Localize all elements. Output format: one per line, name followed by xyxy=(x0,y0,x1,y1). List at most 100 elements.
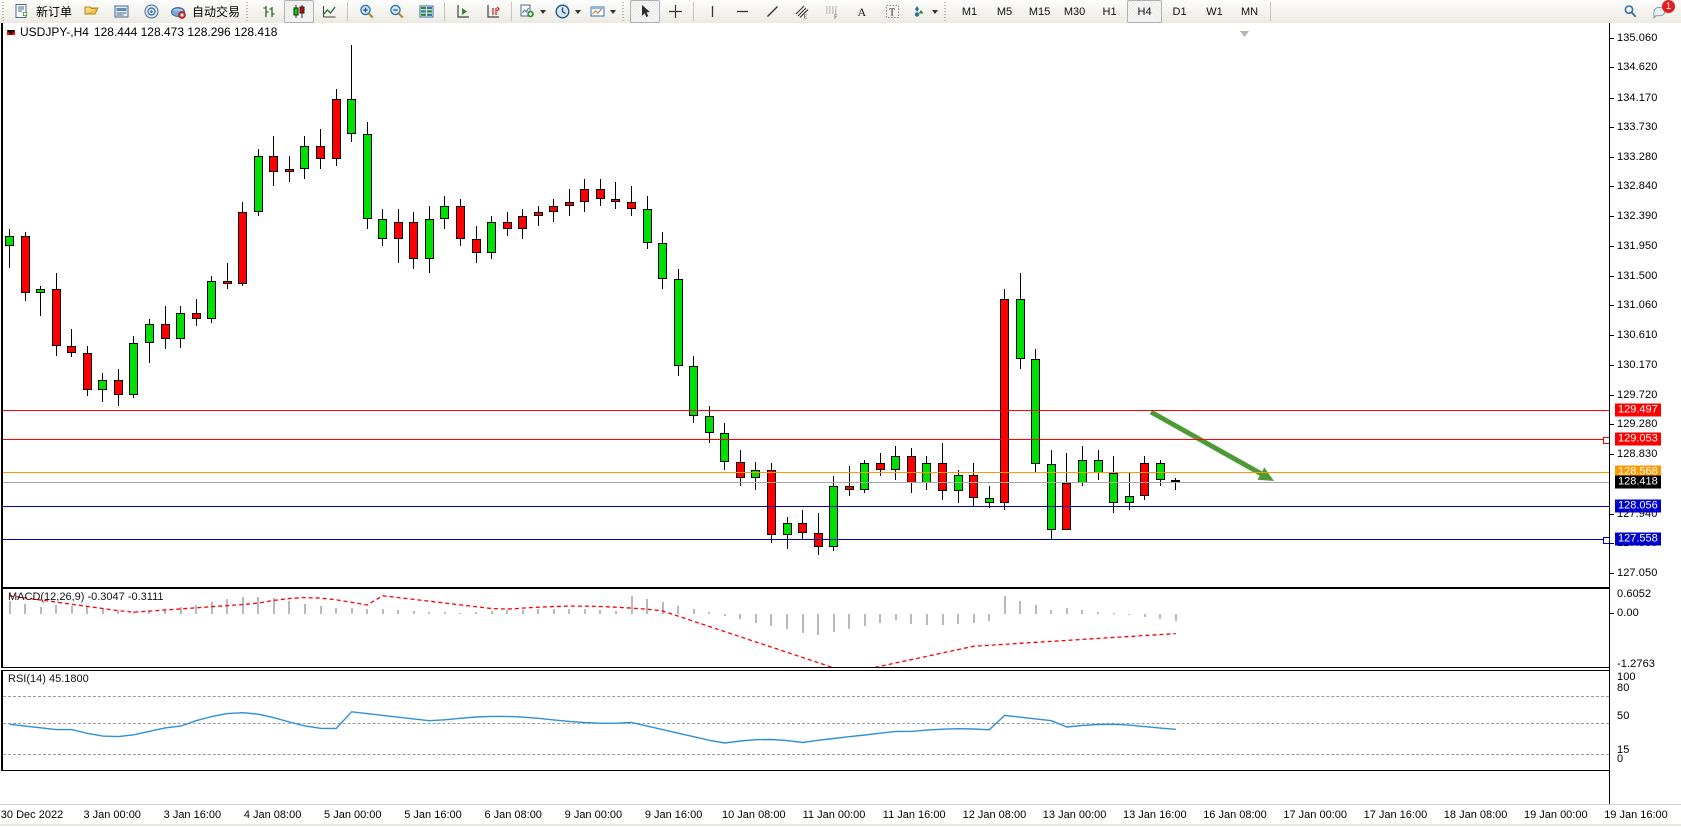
candlestick[interactable] xyxy=(1031,23,1041,586)
candlestick[interactable] xyxy=(860,23,870,586)
periods-button[interactable] xyxy=(550,0,585,23)
candlestick[interactable] xyxy=(1000,23,1010,586)
candlestick[interactable] xyxy=(269,23,279,586)
candlestick[interactable] xyxy=(829,23,839,586)
candlestick[interactable] xyxy=(455,23,465,586)
candlestick[interactable] xyxy=(253,23,263,586)
candlestick[interactable] xyxy=(1093,23,1103,586)
candlestick[interactable] xyxy=(766,23,776,586)
down-arrow-shaft[interactable] xyxy=(1149,409,1270,481)
candlestick[interactable] xyxy=(720,23,730,586)
price-level-line[interactable] xyxy=(3,471,1609,473)
candlestick[interactable] xyxy=(533,23,543,586)
candlestick[interactable] xyxy=(938,23,947,586)
candlestick[interactable] xyxy=(735,23,745,586)
price-level-tag[interactable]: 128.568 xyxy=(1615,465,1661,479)
timeframe-w1[interactable]: W1 xyxy=(1206,5,1223,18)
indicators-chevron-down-icon[interactable] xyxy=(540,9,547,14)
candlestick[interactable] xyxy=(129,23,139,586)
candlestick[interactable] xyxy=(1124,23,1134,586)
candlestick[interactable] xyxy=(1015,23,1025,586)
candlestick[interactable] xyxy=(471,23,481,586)
trendline-button[interactable] xyxy=(757,0,787,23)
chart-scroll-marker[interactable] xyxy=(1240,24,1249,37)
candlestick[interactable] xyxy=(673,23,683,586)
candlestick[interactable] xyxy=(113,23,123,586)
folder-button[interactable] xyxy=(76,0,106,23)
price-level-line[interactable] xyxy=(3,506,1609,508)
auto-trading-button[interactable]: 自动交易 xyxy=(166,0,244,23)
bar-chart-button[interactable] xyxy=(254,0,284,23)
candlestick[interactable] xyxy=(891,23,901,586)
candlestick[interactable] xyxy=(82,23,92,586)
candlestick[interactable] xyxy=(5,23,14,586)
timeframe-m1[interactable]: M1 xyxy=(961,5,978,18)
candlestick[interactable] xyxy=(51,23,61,586)
candlestick[interactable] xyxy=(1077,23,1087,586)
candlestick[interactable] xyxy=(160,23,170,586)
price-level-handle[interactable] xyxy=(1603,437,1609,445)
candlestick[interactable] xyxy=(984,23,994,586)
new-order-button[interactable]: 新订单 xyxy=(10,0,76,23)
candlestick[interactable] xyxy=(922,23,932,586)
candlestick[interactable] xyxy=(1046,23,1056,586)
timeframe-m5[interactable]: M5 xyxy=(996,5,1013,18)
down-arrow-head[interactable] xyxy=(1257,467,1274,481)
rsi-pane[interactable]: RSI(14) 45.1800 xyxy=(1,670,1610,771)
candlestick[interactable] xyxy=(1109,23,1119,586)
candlestick[interactable] xyxy=(347,23,357,586)
price-level-tag[interactable]: 129.053 xyxy=(1615,432,1661,446)
candlestick[interactable] xyxy=(144,23,154,586)
candlestick[interactable] xyxy=(487,23,497,586)
chart-menu-chevron-down-icon[interactable] xyxy=(7,29,15,35)
timeframe-mn[interactable]: MN xyxy=(1240,5,1259,18)
line-chart-button[interactable] xyxy=(314,0,344,23)
candlestick[interactable] xyxy=(222,23,232,586)
annotation-layer[interactable] xyxy=(3,23,1613,586)
crosshair-button[interactable] xyxy=(660,0,690,23)
toolbar-grip-1[interactable] xyxy=(1,2,8,21)
candlestick[interactable] xyxy=(36,23,46,586)
candlestick[interactable] xyxy=(1171,23,1181,586)
candlestick[interactable] xyxy=(875,23,885,586)
price-level-tag[interactable]: 129.497 xyxy=(1615,403,1661,417)
price-level-tag[interactable]: 128.418 xyxy=(1615,475,1661,489)
cursor-button[interactable] xyxy=(630,0,661,23)
candlestick[interactable] xyxy=(782,23,792,586)
candlestick[interactable] xyxy=(658,23,668,586)
price-level-line[interactable] xyxy=(3,481,1609,483)
price-level-handle[interactable] xyxy=(1603,537,1609,545)
candlestick[interactable] xyxy=(284,23,294,586)
fibonacci-button[interactable]: F xyxy=(817,0,847,23)
candlestick[interactable] xyxy=(300,23,310,586)
toolbar-grip-2[interactable] xyxy=(245,2,253,21)
price-level-line[interactable] xyxy=(3,409,1609,411)
candlestick[interactable] xyxy=(580,23,590,586)
shapes-button[interactable] xyxy=(907,0,942,23)
candlestick[interactable] xyxy=(440,23,450,586)
candlestick-chart-button[interactable] xyxy=(284,0,315,23)
timeframe-h4[interactable]: H4 xyxy=(1127,0,1163,23)
candlestick[interactable] xyxy=(798,23,808,586)
horizontal-line-button[interactable] xyxy=(727,0,757,23)
price-level-line[interactable] xyxy=(3,539,1609,541)
alerts-button[interactable]: 1 xyxy=(1645,0,1675,23)
candlestick[interactable] xyxy=(611,23,621,586)
data-window-button[interactable] xyxy=(411,0,441,23)
terminal-button[interactable] xyxy=(106,0,136,23)
zoom-out-button[interactable] xyxy=(381,0,411,23)
candlestick[interactable] xyxy=(751,23,761,586)
text-label-button[interactable]: T xyxy=(877,0,907,23)
timeframe-h1[interactable]: H1 xyxy=(1102,5,1117,18)
candlestick[interactable] xyxy=(1062,23,1072,586)
zoom-in-button[interactable] xyxy=(351,0,381,23)
price-pane[interactable]: USDJPY-,H4 128.444 128.473 128.296 128.4… xyxy=(1,23,1610,588)
auto-scroll-button[interactable] xyxy=(448,0,478,23)
candlestick[interactable] xyxy=(518,23,528,586)
candlestick[interactable] xyxy=(393,23,403,586)
candlestick[interactable] xyxy=(378,23,388,586)
candlestick[interactable] xyxy=(689,23,699,586)
text-button[interactable]: A xyxy=(847,0,877,23)
candlestick[interactable] xyxy=(502,23,512,586)
search-button[interactable] xyxy=(1615,0,1645,23)
